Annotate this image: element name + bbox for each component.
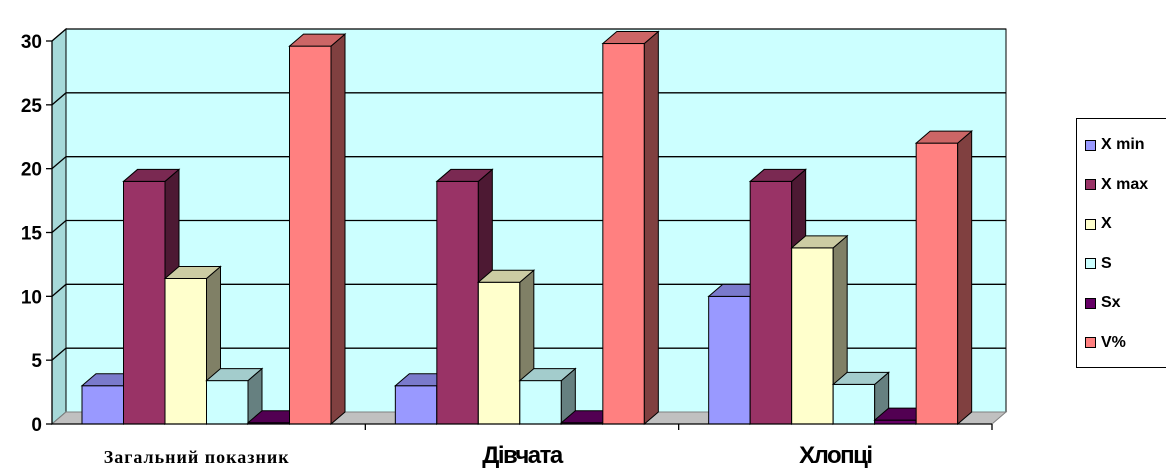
- bars: [80, 30, 974, 426]
- bar-top: [518, 368, 577, 382]
- gridline: [51, 28, 1006, 42]
- y-tick-label: 25: [21, 96, 43, 117]
- bar-side: [643, 30, 659, 426]
- gridline: [51, 283, 1006, 297]
- bar-front: [81, 385, 124, 425]
- bar-top: [790, 235, 849, 249]
- legend-swatch: [1085, 139, 1096, 151]
- bar-top: [122, 168, 181, 182]
- bar-top: [601, 31, 660, 45]
- legend-swatch: [1085, 218, 1096, 230]
- bar-front: [394, 385, 438, 425]
- bar-front: [791, 247, 834, 425]
- bar-front: [519, 380, 562, 425]
- legend-swatch: [1085, 258, 1096, 269]
- bar-front: [206, 380, 249, 425]
- bar-front: [915, 142, 959, 425]
- y-tick-label: 20: [21, 160, 42, 181]
- legend-swatch: [1085, 297, 1096, 309]
- bar-front: [749, 180, 793, 425]
- category-label: Дівчата: [482, 442, 564, 469]
- category-label: Хлопці: [799, 442, 872, 469]
- bar-top: [205, 368, 264, 382]
- y-tick-label: 10: [21, 287, 42, 308]
- bar-top: [914, 130, 974, 144]
- category-label: Загальний показник: [104, 447, 290, 467]
- bar-top: [288, 33, 347, 47]
- bar-front: [289, 45, 332, 425]
- bar: [601, 30, 660, 426]
- legend-label: X min: [1101, 136, 1145, 153]
- bar-front: [832, 383, 876, 425]
- legend-item: X min: [1085, 135, 1145, 155]
- legend-label: Sx: [1101, 294, 1121, 311]
- bar-top: [748, 168, 808, 182]
- legend-label: X: [1101, 215, 1112, 232]
- legend-item: X: [1085, 214, 1112, 234]
- y-tick-label: 0: [31, 415, 42, 436]
- legend-swatch: [1085, 179, 1096, 190]
- bar-front: [123, 180, 166, 425]
- bar-top: [831, 371, 891, 385]
- legend-item: V%: [1085, 333, 1126, 353]
- bar: [288, 33, 347, 426]
- bar-top: [163, 265, 222, 279]
- legend-swatch: [1085, 337, 1096, 348]
- bar: [914, 130, 974, 426]
- bar: [205, 367, 264, 426]
- bar: [518, 367, 577, 426]
- legend-label: V%: [1101, 333, 1126, 351]
- legend-item: X max: [1085, 175, 1148, 195]
- legend-label: X max: [1101, 175, 1149, 193]
- legend-item: Sx: [1085, 293, 1121, 313]
- bar-top: [435, 168, 494, 182]
- gridline: [51, 92, 1006, 106]
- legend-label: S: [1101, 254, 1112, 272]
- x-axis-labels: Загальний показник Дівчата Хлопці: [104, 442, 873, 469]
- y-axis-ticks: 0 5 10 15 20 25 30: [21, 32, 43, 436]
- legend-item: S: [1085, 254, 1112, 274]
- bar-front: [436, 180, 479, 425]
- y-tick-label: 5: [31, 351, 42, 372]
- y-tick-label: 15: [21, 224, 43, 245]
- bar-chart: 0 5 10 15 20 25 30 Загальний показник Дівчата Хл…: [21, 27, 1008, 469]
- gridline: [51, 156, 1006, 170]
- bar-side: [957, 130, 973, 426]
- bar-side: [330, 33, 346, 426]
- gridline: [51, 219, 1006, 233]
- bar-front: [602, 43, 645, 425]
- gridline: [51, 347, 1006, 361]
- bar-front: [477, 281, 521, 425]
- bar-front: [164, 277, 207, 425]
- y-tick-label: 30: [21, 32, 42, 53]
- axes: [46, 40, 993, 430]
- bar-front: [708, 295, 751, 425]
- chart-legend: X min X max X S Sx V%: [1076, 118, 1166, 368]
- gridlines: [51, 28, 1006, 361]
- bar-top: [476, 269, 536, 283]
